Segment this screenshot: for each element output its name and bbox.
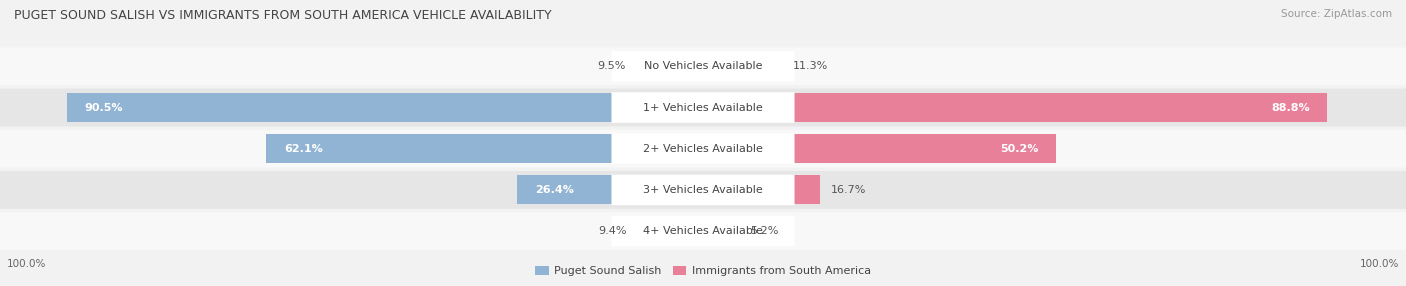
FancyBboxPatch shape [0, 212, 1406, 250]
Bar [703, 52, 782, 81]
Text: 5.2%: 5.2% [751, 226, 779, 236]
FancyBboxPatch shape [612, 134, 794, 164]
Text: 90.5%: 90.5% [84, 103, 122, 112]
Bar [703, 93, 1327, 122]
FancyBboxPatch shape [612, 92, 794, 123]
Legend: Puget Sound Salish, Immigrants from South America: Puget Sound Salish, Immigrants from Sout… [531, 261, 875, 281]
Bar [703, 217, 740, 245]
Text: 62.1%: 62.1% [284, 144, 323, 154]
Text: 26.4%: 26.4% [534, 185, 574, 195]
FancyBboxPatch shape [612, 51, 794, 82]
Text: 3+ Vehicles Available: 3+ Vehicles Available [643, 185, 763, 195]
Bar [703, 134, 1056, 163]
Text: 9.4%: 9.4% [598, 226, 627, 236]
Bar [637, 52, 703, 81]
Text: 100.0%: 100.0% [7, 259, 46, 269]
FancyBboxPatch shape [0, 89, 1406, 126]
FancyBboxPatch shape [612, 175, 794, 205]
Text: Source: ZipAtlas.com: Source: ZipAtlas.com [1281, 9, 1392, 19]
Text: PUGET SOUND SALISH VS IMMIGRANTS FROM SOUTH AMERICA VEHICLE AVAILABILITY: PUGET SOUND SALISH VS IMMIGRANTS FROM SO… [14, 9, 551, 21]
Text: 2+ Vehicles Available: 2+ Vehicles Available [643, 144, 763, 154]
Text: 1+ Vehicles Available: 1+ Vehicles Available [643, 103, 763, 112]
Text: 4+ Vehicles Available: 4+ Vehicles Available [643, 226, 763, 236]
Text: 11.3%: 11.3% [793, 61, 828, 71]
Text: No Vehicles Available: No Vehicles Available [644, 61, 762, 71]
Bar [637, 217, 703, 245]
Bar [703, 176, 821, 204]
FancyBboxPatch shape [0, 130, 1406, 168]
Bar [266, 134, 703, 163]
FancyBboxPatch shape [0, 47, 1406, 85]
Bar [517, 176, 703, 204]
FancyBboxPatch shape [0, 171, 1406, 209]
Text: 50.2%: 50.2% [1000, 144, 1039, 154]
Text: 16.7%: 16.7% [831, 185, 866, 195]
Text: 88.8%: 88.8% [1271, 103, 1309, 112]
Text: 9.5%: 9.5% [598, 61, 626, 71]
FancyBboxPatch shape [612, 216, 794, 246]
Text: 100.0%: 100.0% [1360, 259, 1399, 269]
Bar [66, 93, 703, 122]
